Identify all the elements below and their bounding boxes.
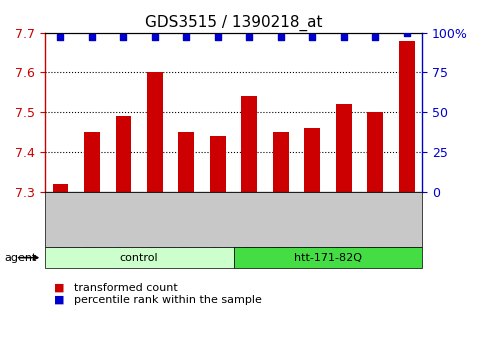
Bar (336, 104, 352, 192)
Text: htt-171-82Q: htt-171-82Q (294, 253, 362, 263)
Bar (147, 73, 163, 192)
Point (308, 34, 316, 40)
Bar (53, 184, 68, 192)
Point (119, 34, 127, 40)
Text: ■: ■ (55, 295, 65, 305)
Title: GDS3515 / 1390218_at: GDS3515 / 1390218_at (145, 15, 322, 31)
Point (371, 34, 379, 40)
Point (340, 34, 348, 40)
Text: percentile rank within the sample: percentile rank within the sample (74, 295, 262, 305)
Bar (304, 128, 320, 192)
Bar (84, 132, 100, 192)
Bar (242, 96, 257, 192)
Point (277, 34, 284, 40)
Point (245, 34, 253, 40)
Text: control: control (120, 253, 158, 263)
Point (214, 34, 222, 40)
Point (57, 34, 64, 40)
Bar (115, 116, 131, 192)
Point (403, 30, 411, 35)
Point (151, 34, 159, 40)
Text: agent: agent (5, 253, 37, 263)
Point (88, 34, 96, 40)
Bar (273, 132, 289, 192)
Text: ■: ■ (55, 283, 65, 293)
Bar (399, 41, 414, 192)
Bar (210, 136, 226, 192)
Bar (179, 132, 194, 192)
Point (183, 34, 190, 40)
Text: transformed count: transformed count (74, 283, 177, 293)
Bar (368, 112, 383, 192)
